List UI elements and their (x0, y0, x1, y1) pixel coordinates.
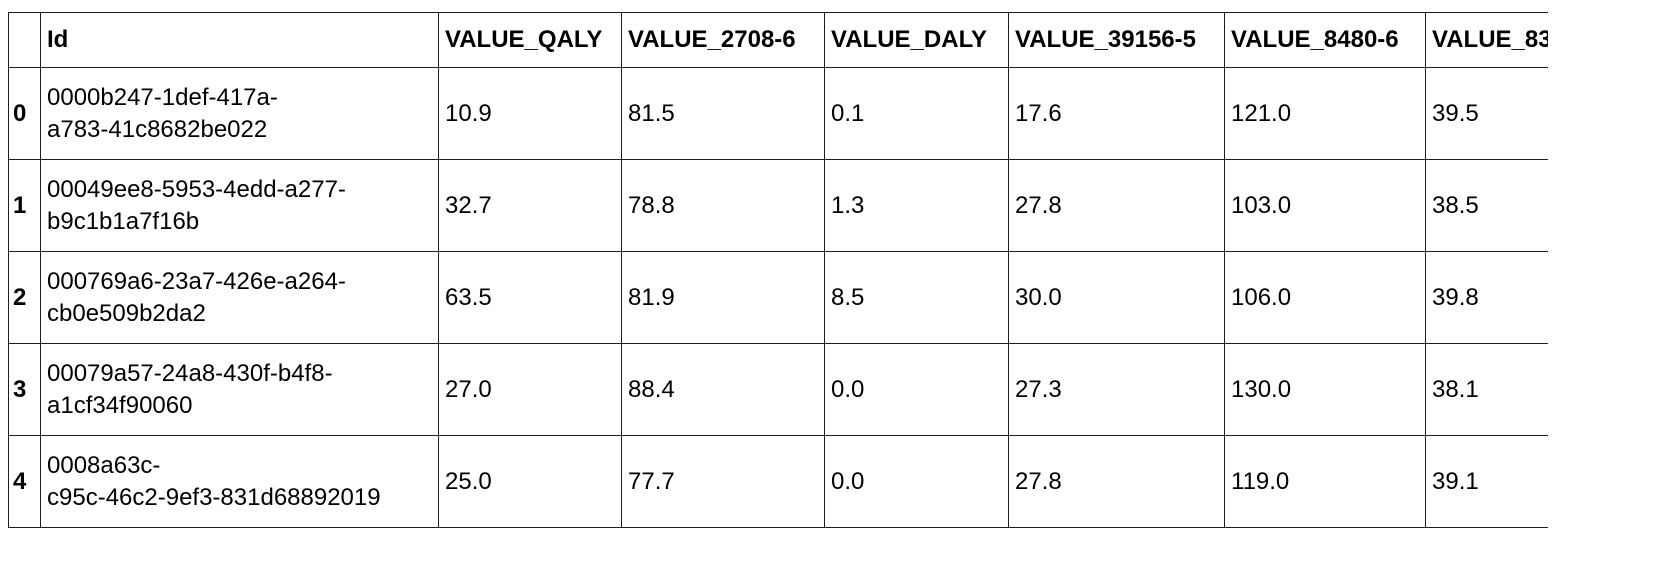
row-index: 1 (8, 159, 41, 252)
value-2708-6-cell: 77.7 (621, 435, 825, 528)
dataframe-viewport: Id VALUE_QALY VALUE_2708-6 VALUE_DALY VA… (8, 12, 1548, 532)
header-row: Id VALUE_QALY VALUE_2708-6 VALUE_DALY VA… (8, 12, 1548, 68)
dataframe-table: Id VALUE_QALY VALUE_2708-6 VALUE_DALY VA… (8, 12, 1548, 528)
id-line: 0000b247-1def-417a- (47, 83, 278, 111)
value-39156-5-cell: 27.3 (1008, 343, 1225, 436)
id-line: 00079a57-24a8-430f-b4f8- (47, 359, 333, 387)
value-2708-6-cell: 81.9 (621, 251, 825, 344)
value-qaly-cell: 32.7 (438, 159, 622, 252)
id-cell: 000769a6-23a7-426e-a264- cb0e509b2da2 (40, 251, 439, 344)
column-header-id: Id (40, 12, 439, 68)
value-daly-cell: 0.0 (824, 343, 1009, 436)
row-index: 4 (8, 435, 41, 528)
value-daly-cell: 0.0 (824, 435, 1009, 528)
value-2708-6-cell: 81.5 (621, 67, 825, 160)
table-row: 2 000769a6-23a7-426e-a264- cb0e509b2da2 6… (8, 251, 1548, 344)
value-qaly-cell: 10.9 (438, 67, 622, 160)
value-8480-6-cell: 103.0 (1224, 159, 1426, 252)
id-line: 000769a6-23a7-426e-a264- (47, 267, 346, 295)
row-index: 0 (8, 67, 41, 160)
value-8480-6-cell: 121.0 (1224, 67, 1426, 160)
value-39156-5-cell: 30.0 (1008, 251, 1225, 344)
value-83-cell: 39.5 (1425, 67, 1548, 160)
value-39156-5-cell: 27.8 (1008, 159, 1225, 252)
value-8480-6-cell: 119.0 (1224, 435, 1426, 528)
table-row: 0 0000b247-1def-417a-a783-41c8682be022 1… (8, 67, 1548, 160)
table-row: 4 0008a63c-c95c-46c2-9ef3-831d68892019 2… (8, 435, 1548, 528)
column-header-value-qaly: VALUE_QALY (438, 12, 622, 68)
value-qaly-cell: 27.0 (438, 343, 622, 436)
column-header-value-daly: VALUE_DALY (824, 12, 1009, 68)
value-8480-6-cell: 106.0 (1224, 251, 1426, 344)
column-header-value-83: VALUE_83 (1425, 12, 1548, 68)
value-83-cell: 39.8 (1425, 251, 1548, 344)
table-header: Id VALUE_QALY VALUE_2708-6 VALUE_DALY VA… (8, 12, 1548, 68)
id-cell: 0008a63c-c95c-46c2-9ef3-831d68892019 (40, 435, 439, 528)
column-header-value-8480-6: VALUE_8480-6 (1224, 12, 1426, 68)
id-line: 0008a63c- (47, 451, 161, 479)
value-39156-5-cell: 17.6 (1008, 67, 1225, 160)
value-daly-cell: 1.3 (824, 159, 1009, 252)
id-cell: 00049ee8-5953-4edd-a277- b9c1b1a7f16b (40, 159, 439, 252)
value-39156-5-cell: 27.8 (1008, 435, 1225, 528)
id-cell: 0000b247-1def-417a-a783-41c8682be022 (40, 67, 439, 160)
value-qaly-cell: 63.5 (438, 251, 622, 344)
value-daly-cell: 0.1 (824, 67, 1009, 160)
id-cell: 00079a57-24a8-430f-b4f8- a1cf34f90060 (40, 343, 439, 436)
table-row: 1 00049ee8-5953-4edd-a277- b9c1b1a7f16b 3… (8, 159, 1548, 252)
value-8480-6-cell: 130.0 (1224, 343, 1426, 436)
value-83-cell: 39.1 (1425, 435, 1548, 528)
value-2708-6-cell: 78.8 (621, 159, 825, 252)
id-line: a783-41c8682be022 (47, 115, 268, 143)
table-row: 3 00079a57-24a8-430f-b4f8- a1cf34f90060 2… (8, 343, 1548, 436)
id-line: 00049ee8-5953-4edd-a277- (47, 175, 346, 203)
row-index: 3 (8, 343, 41, 436)
column-header-value-39156-5: VALUE_39156-5 (1008, 12, 1225, 68)
id-line: c95c-46c2-9ef3-831d68892019 (47, 483, 381, 511)
column-header-value-2708-6: VALUE_2708-6 (621, 12, 825, 68)
id-line: a1cf34f90060 (47, 391, 193, 419)
value-83-cell: 38.5 (1425, 159, 1548, 252)
index-header (8, 12, 41, 68)
value-83-cell: 38.1 (1425, 343, 1548, 436)
id-line: b9c1b1a7f16b (47, 207, 200, 235)
table-body: 0 0000b247-1def-417a-a783-41c8682be022 1… (8, 67, 1548, 528)
value-2708-6-cell: 88.4 (621, 343, 825, 436)
id-line: cb0e509b2da2 (47, 299, 206, 327)
row-index: 2 (8, 251, 41, 344)
value-daly-cell: 8.5 (824, 251, 1009, 344)
value-qaly-cell: 25.0 (438, 435, 622, 528)
